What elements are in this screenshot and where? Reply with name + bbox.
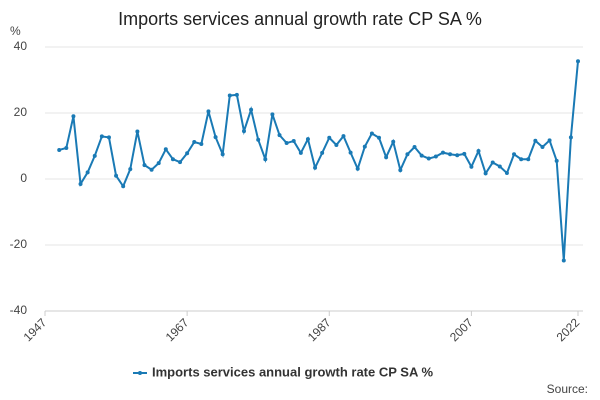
point (568, 135, 573, 140)
x-tick-label: 1967 (163, 315, 192, 344)
point (170, 157, 175, 162)
point (547, 138, 552, 143)
point (440, 150, 445, 155)
x-tick-label: 1947 (21, 315, 50, 344)
chart-title: Imports services annual growth rate CP S… (118, 9, 482, 29)
point (384, 155, 389, 160)
point (369, 131, 374, 136)
point (163, 147, 168, 152)
y-tick-label: 0 (20, 171, 27, 185)
point (64, 145, 69, 150)
point (149, 167, 154, 172)
point (561, 258, 566, 263)
point (85, 170, 90, 175)
point (256, 137, 261, 142)
point (448, 152, 453, 157)
point (455, 153, 460, 158)
point (234, 92, 239, 97)
point (71, 114, 76, 119)
point (398, 168, 403, 173)
point (355, 166, 360, 171)
point (249, 107, 254, 112)
point (185, 151, 190, 156)
point (99, 134, 104, 139)
point (320, 150, 325, 155)
y-tick-label: -20 (10, 237, 28, 251)
point (490, 160, 495, 165)
y-tick-label: 40 (14, 39, 28, 53)
point (412, 144, 417, 149)
point (462, 151, 467, 156)
point (327, 135, 332, 140)
point (92, 153, 97, 158)
point (391, 139, 396, 144)
point (305, 137, 310, 142)
legend-marker (138, 371, 142, 375)
point (270, 112, 275, 117)
point (227, 93, 232, 98)
legend-label: Imports services annual growth rate CP S… (152, 364, 433, 379)
point (433, 154, 438, 159)
point (291, 139, 296, 144)
point (57, 147, 62, 152)
y-tick-label: 20 (14, 105, 28, 119)
point (554, 158, 559, 163)
point (426, 156, 431, 161)
point (263, 157, 268, 162)
x-tick-label: 2007 (447, 315, 476, 344)
x-tick-label: 1987 (305, 315, 334, 344)
point (313, 165, 318, 170)
point (135, 129, 140, 134)
point (142, 163, 147, 168)
point (213, 135, 218, 140)
point (298, 150, 303, 155)
point (533, 138, 538, 143)
point (483, 171, 488, 176)
point (469, 164, 474, 169)
x-tick-label: 2022 (554, 315, 583, 344)
point (106, 135, 111, 140)
point (199, 142, 204, 147)
point (277, 133, 282, 138)
point (220, 152, 225, 157)
point (362, 144, 367, 149)
point (341, 134, 346, 139)
point (178, 160, 183, 165)
point (405, 152, 410, 157)
point (114, 173, 119, 178)
point (377, 135, 382, 140)
point (156, 161, 161, 166)
point (540, 144, 545, 149)
y-axis-label: % (10, 24, 21, 38)
y-tick-label: -40 (10, 303, 28, 317)
point (476, 148, 481, 153)
point (78, 181, 83, 186)
point (241, 129, 246, 134)
source: Source: (547, 382, 588, 396)
point (419, 153, 424, 158)
point (497, 164, 502, 169)
point (128, 167, 133, 172)
point (192, 140, 197, 145)
point (512, 152, 517, 157)
point (206, 109, 211, 114)
point (334, 143, 339, 148)
point (519, 157, 524, 162)
point (576, 59, 580, 64)
series-line (58, 61, 579, 261)
point (526, 157, 531, 162)
point (284, 141, 289, 146)
point (504, 171, 509, 176)
point (348, 150, 353, 155)
point (121, 184, 126, 189)
